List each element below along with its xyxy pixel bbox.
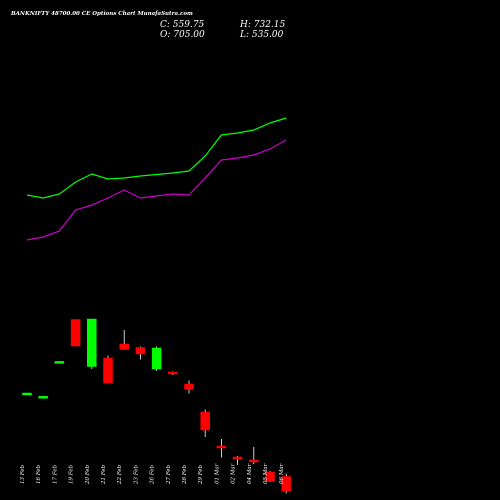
candle-body [87,318,97,367]
x-tick-label: 01 Mar [214,463,220,484]
high-label: H: 732.15 [240,20,286,30]
candle-body [249,459,259,463]
x-tick-label: 06 Mar [279,463,285,484]
candle-body [265,471,275,482]
candle-body [216,445,227,449]
x-tick-label: 19 Feb [69,464,75,484]
open-label: O: 705.00 [160,30,205,40]
upper-band-line [26,117,287,199]
x-tick-label: 21 Feb [101,464,107,485]
x-tick-label: 29 Feb [198,464,204,485]
candle-body [200,411,210,431]
candle-body [103,357,113,384]
x-tick-label: 22 Feb [117,464,123,485]
candle-body [151,347,162,370]
candle-body [38,396,48,399]
x-tick-label: 28 Feb [182,464,188,485]
low-label: L: 535.00 [240,30,284,40]
candle-body [168,371,178,375]
x-tick-label: 02 Mar [231,463,237,484]
x-tick-label: 05 Mar [263,463,269,484]
x-tick-label: 17 Feb [52,464,58,484]
candle-body [184,383,194,390]
candle-body [70,319,81,347]
x-tick-label: 23 Feb [133,464,139,485]
x-tick-label: 27 Feb [166,464,172,485]
candle-body [54,361,65,364]
close-label: C: 559.75 [160,20,205,30]
candle-body [281,476,291,492]
x-tick-label: 13 Feb [20,464,26,484]
candles-layer [22,318,291,494]
x-tick-labels: 13 Feb 16 Feb 17 Feb 19 Feb 20 Feb 21 Feb 22 F… [20,463,285,485]
bands-layer [26,117,287,241]
x-tick-label: 16 Feb [36,464,42,484]
candle-body [232,456,243,460]
x-tick-label: 20 Feb [85,464,91,485]
lower-band-line [26,139,287,241]
candle-body [119,343,129,350]
candle-body [22,392,32,396]
x-tick-label: 04 Mar [247,463,253,484]
candle-body [135,347,146,355]
x-tick-label: 26 Feb [150,464,156,485]
chart-title: BANKNIFTY 48700.00 CE Options Chart Muna… [11,11,193,17]
